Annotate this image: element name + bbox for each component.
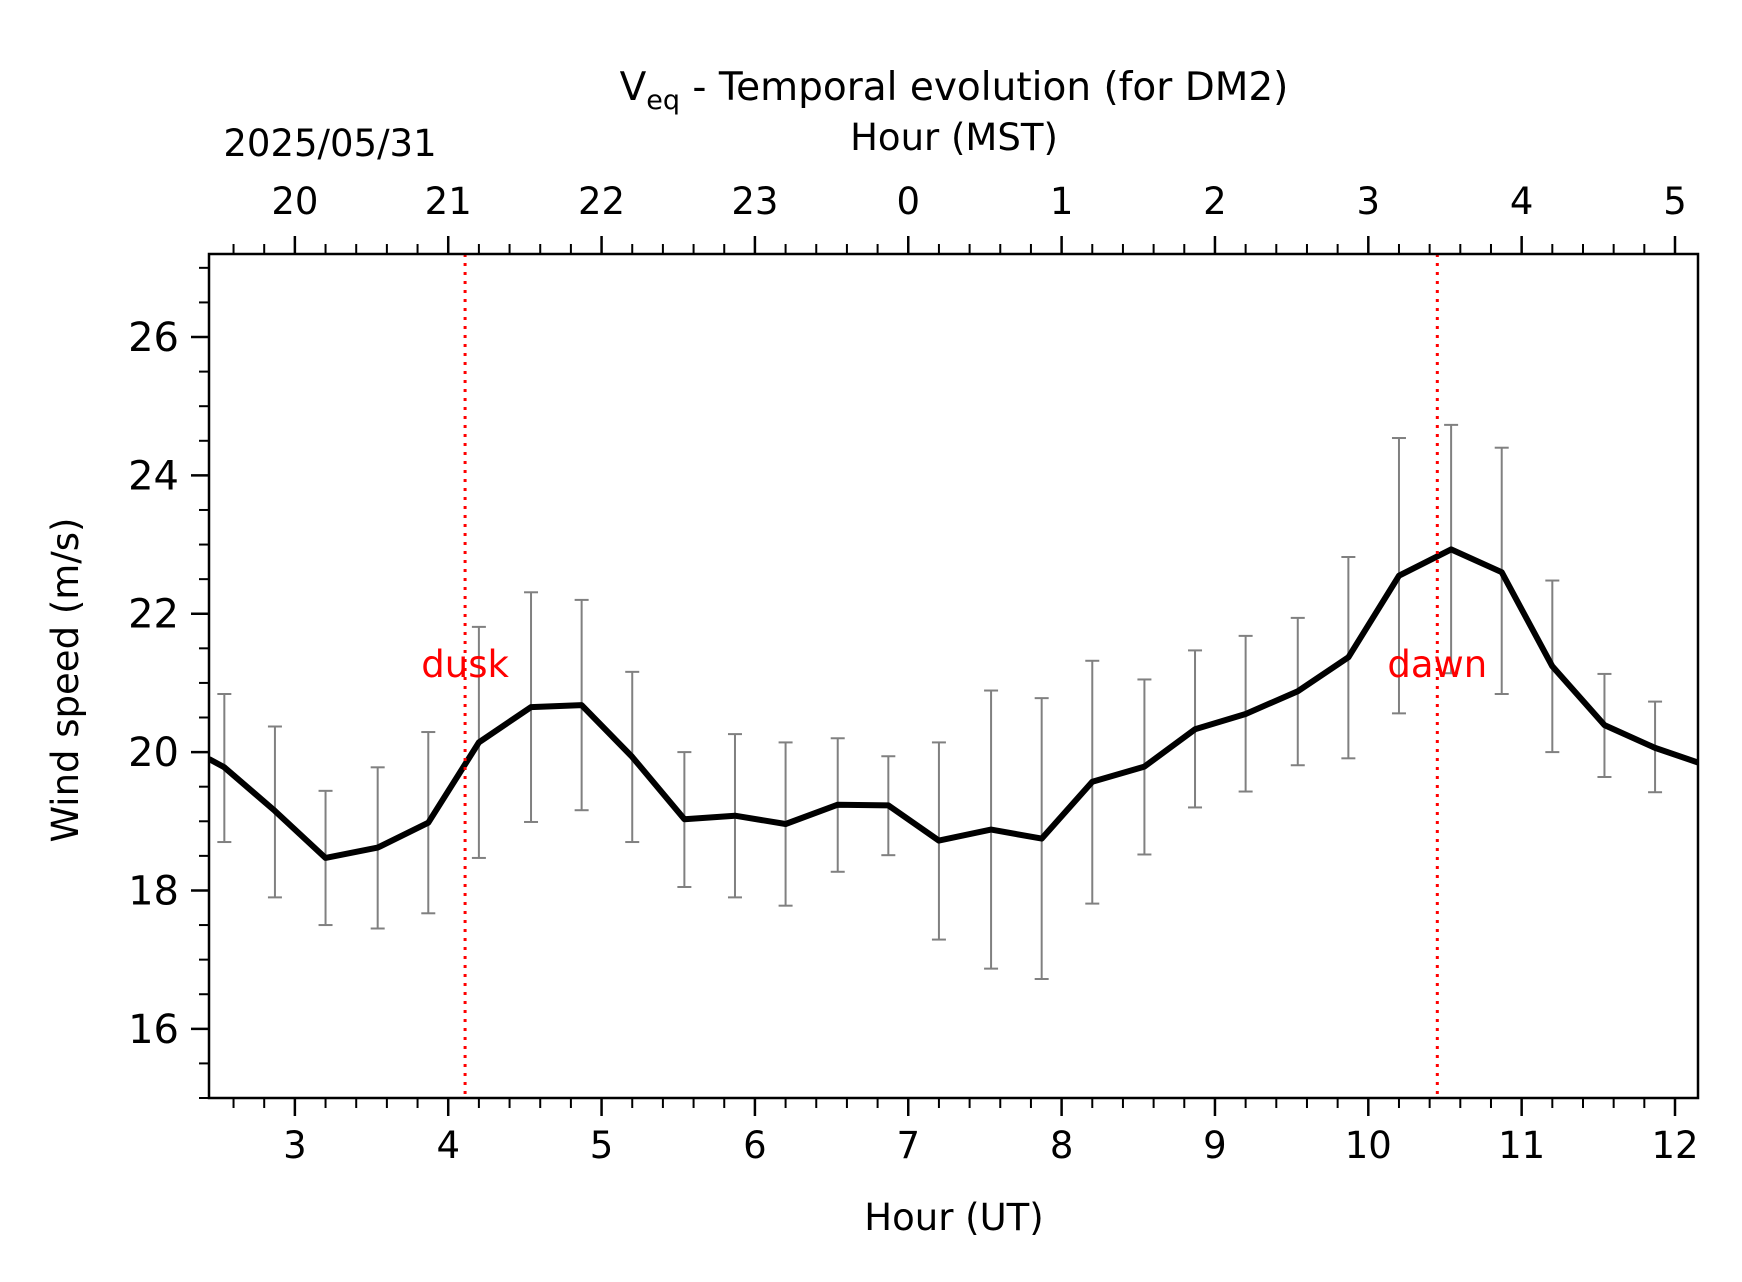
x-tick-label: 9 — [1203, 1124, 1227, 1167]
dawn-label: dawn — [1387, 643, 1487, 686]
y-tick-label: 20 — [128, 730, 179, 776]
chart-title-rest: - Temporal evolution (for DM2) — [680, 65, 1288, 110]
chart-title-subscript: eq — [646, 85, 680, 116]
x-tick-label: 12 — [1651, 1124, 1698, 1167]
x-tick-label: 5 — [590, 1124, 614, 1167]
top-tick-label: 22 — [578, 180, 625, 223]
chart-title-main: V — [620, 65, 647, 110]
y-tick-label: 18 — [128, 868, 179, 914]
x-tick-label: 7 — [896, 1124, 920, 1167]
dusk-label: dusk — [421, 643, 509, 686]
series-line — [209, 546, 1698, 861]
x-tick-label: 3 — [283, 1124, 307, 1167]
x-tick-label: 8 — [1050, 1124, 1074, 1167]
top-tick-label: 2 — [1203, 180, 1227, 223]
top-tick-label: 0 — [896, 180, 920, 223]
top-tick-label: 5 — [1663, 180, 1687, 223]
x-tick-label: 6 — [743, 1124, 767, 1167]
top-x-axis-label: Hour (MST) — [850, 116, 1058, 159]
y-tick-label: 26 — [128, 315, 179, 361]
top-tick-label: 1 — [1050, 180, 1074, 223]
x-axis-label: Hour (UT) — [864, 1196, 1043, 1239]
y-axis-label: Wind speed (m/s) — [44, 518, 87, 843]
top-tick-label: 21 — [425, 180, 472, 223]
top-tick-label: 23 — [731, 180, 778, 223]
top-tick-label: 3 — [1357, 180, 1381, 223]
x-tick-label: 10 — [1345, 1124, 1392, 1167]
chart-title: Veq - Temporal evolution (for DM2) — [620, 65, 1289, 116]
plot-frame — [207, 252, 1700, 1100]
top-tick-label: 4 — [1510, 180, 1534, 223]
top-date-label: 2025/05/31 — [223, 122, 436, 165]
top-tick-label: 20 — [271, 180, 318, 223]
x-tick-label: 11 — [1498, 1124, 1545, 1167]
x-tick-label: 4 — [436, 1124, 460, 1167]
y-tick-label: 22 — [128, 592, 179, 638]
y-tick-label: 16 — [128, 1007, 179, 1053]
y-tick-label: 24 — [128, 453, 179, 499]
